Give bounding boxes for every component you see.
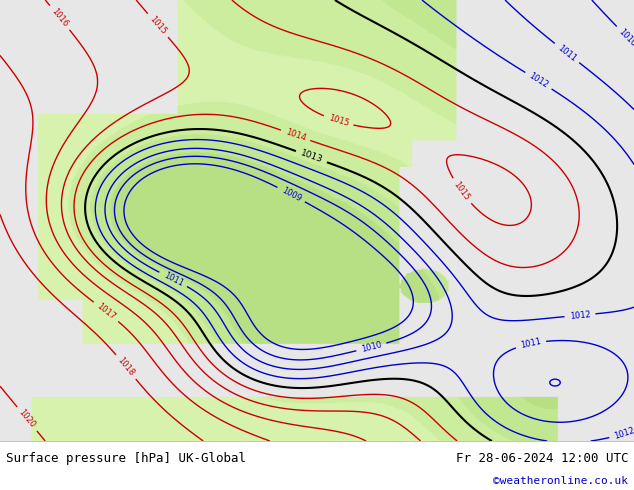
Text: 1012: 1012 — [613, 426, 634, 441]
Text: 1015: 1015 — [327, 114, 350, 128]
Text: 1018: 1018 — [116, 356, 136, 378]
Text: ©weatheronline.co.uk: ©weatheronline.co.uk — [493, 476, 628, 486]
Text: 1011: 1011 — [556, 43, 578, 63]
Text: 1010: 1010 — [360, 340, 383, 354]
Text: 1011: 1011 — [162, 270, 184, 288]
Text: 1011: 1011 — [520, 337, 542, 350]
Text: 1009: 1009 — [280, 186, 302, 203]
Text: 1012: 1012 — [569, 310, 591, 320]
Text: 1015: 1015 — [452, 180, 472, 202]
Text: 1010: 1010 — [617, 27, 634, 48]
Text: Fr 28-06-2024 12:00 UTC (12+96): Fr 28-06-2024 12:00 UTC (12+96) — [456, 452, 634, 465]
Text: 1015: 1015 — [148, 15, 168, 36]
Text: Surface pressure [hPa] UK-Global: Surface pressure [hPa] UK-Global — [6, 452, 247, 465]
Text: 1014: 1014 — [284, 127, 307, 143]
Text: 1017: 1017 — [95, 302, 117, 322]
Text: 1016: 1016 — [49, 7, 70, 29]
Text: 1020: 1020 — [17, 408, 37, 430]
Text: 1013: 1013 — [299, 148, 324, 165]
Text: 1012: 1012 — [527, 72, 550, 90]
